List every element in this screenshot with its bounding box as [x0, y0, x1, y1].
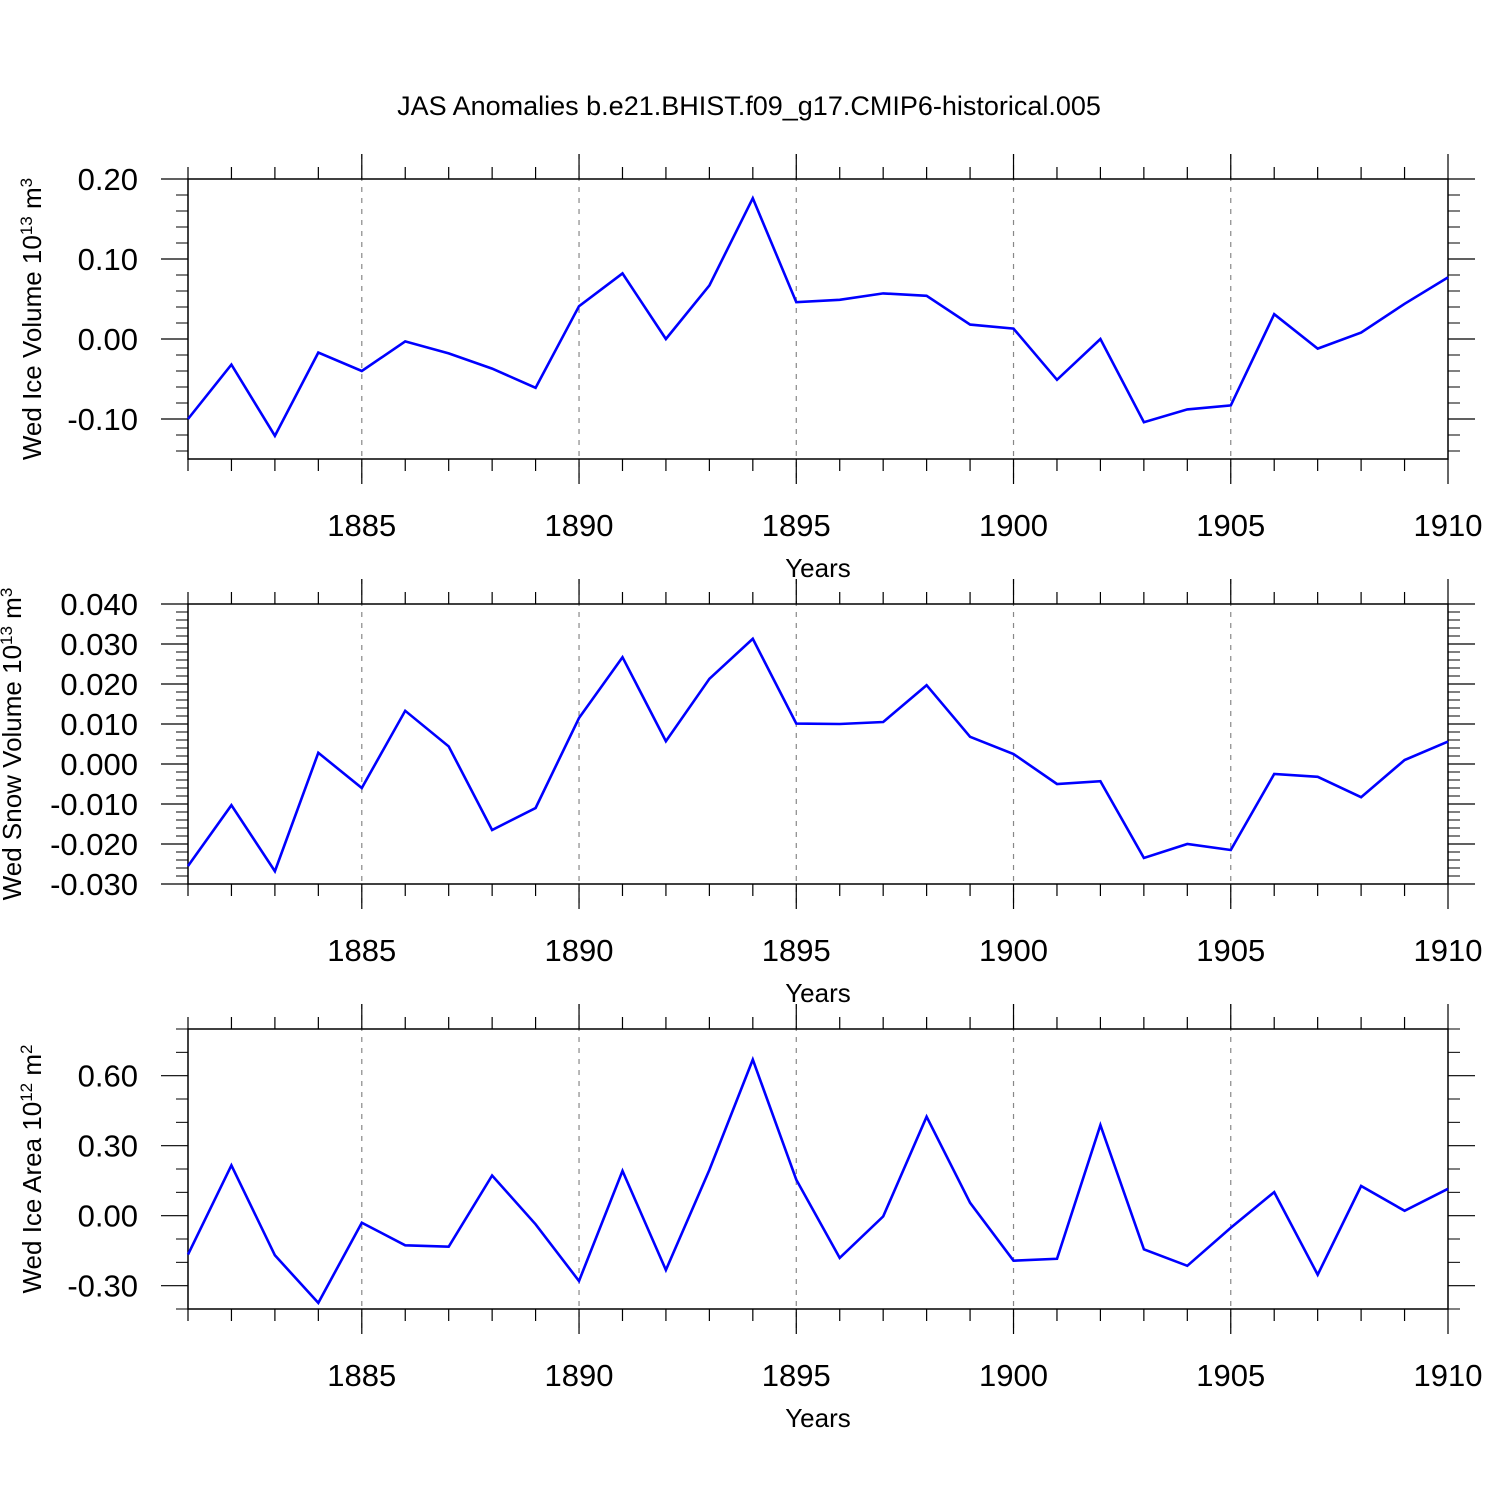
x-tick-label: 1905	[1196, 508, 1265, 543]
x-tick-label: 1900	[979, 933, 1048, 968]
x-tick-label: 1905	[1196, 1358, 1265, 1393]
y-tick-label: -0.010	[50, 787, 138, 822]
y-tick-label: 0.60	[78, 1059, 138, 1094]
x-tick-label: 1895	[762, 1358, 831, 1393]
y-tick-label: 0.10	[78, 242, 138, 277]
y-tick-label: 0.000	[60, 747, 138, 782]
x-tick-label: 1890	[545, 508, 614, 543]
xlabel-snow-volume: Years	[785, 978, 851, 1008]
y-tick-label: 0.00	[78, 322, 138, 357]
plot-frame	[187, 603, 1449, 885]
plot-frame	[187, 178, 1449, 460]
x-tick-label: 1900	[979, 508, 1048, 543]
x-tick-label: 1900	[979, 1358, 1048, 1393]
panel-snow-volume: Wed Snow Volume 1013 m3 Years -0.030 -0.0…	[0, 579, 1482, 1008]
x-tick-label: 1910	[1414, 508, 1483, 543]
y-tick-label: 0.20	[78, 162, 138, 197]
y-tick-label: 0.020	[60, 667, 138, 702]
x-tick-label: 1885	[327, 1358, 396, 1393]
x-tick-label: 1905	[1196, 933, 1265, 968]
x-tick-label: 1885	[327, 508, 396, 543]
series-line-snow-volume	[186, 636, 1449, 875]
y-tick-label: 0.00	[78, 1199, 138, 1234]
x-tick-label: 1885	[327, 933, 396, 968]
x-tick-label: 1890	[545, 1358, 614, 1393]
y-tick-label: -0.030	[50, 867, 138, 902]
series-line-ice-volume	[186, 195, 1449, 439]
x-tick-label: 1895	[762, 508, 831, 543]
x-tick-label: 1895	[762, 933, 831, 968]
x-tick-label: 1910	[1414, 1358, 1483, 1393]
y-tick-label: 0.040	[60, 587, 138, 622]
panel-ice-area: Wed Ice Area 1012 m2 Years -0.30 0.00 0.30…	[17, 1004, 1483, 1433]
ylabel-snow-volume: Wed Snow Volume 1013 m3	[0, 588, 27, 901]
figure-title: JAS Anomalies b.e21.BHIST.f09_g17.CMIP6-…	[397, 91, 1101, 121]
y-tick-label: 0.30	[78, 1129, 138, 1164]
xlabel-ice-volume: Years	[785, 553, 851, 583]
ylabel-ice-area: Wed Ice Area 1012 m2	[17, 1044, 48, 1293]
y-tick-label: 0.030	[60, 627, 138, 662]
ylabel-ice-volume: Wed Ice Volume 1013 m3	[17, 178, 48, 460]
x-tick-label: 1910	[1414, 933, 1483, 968]
series-line-ice-area	[186, 1055, 1449, 1306]
xlabel-ice-area: Years	[785, 1403, 851, 1433]
x-tick-label: 1890	[545, 933, 614, 968]
y-tick-label: -0.10	[67, 402, 138, 437]
y-tick-label: 0.010	[60, 707, 138, 742]
y-tick-label: -0.30	[67, 1269, 138, 1304]
y-tick-label: -0.020	[50, 827, 138, 862]
panel-ice-volume: Wed Ice Volume 1013 m3 Years -0.10 0.00 0.…	[17, 154, 1483, 583]
